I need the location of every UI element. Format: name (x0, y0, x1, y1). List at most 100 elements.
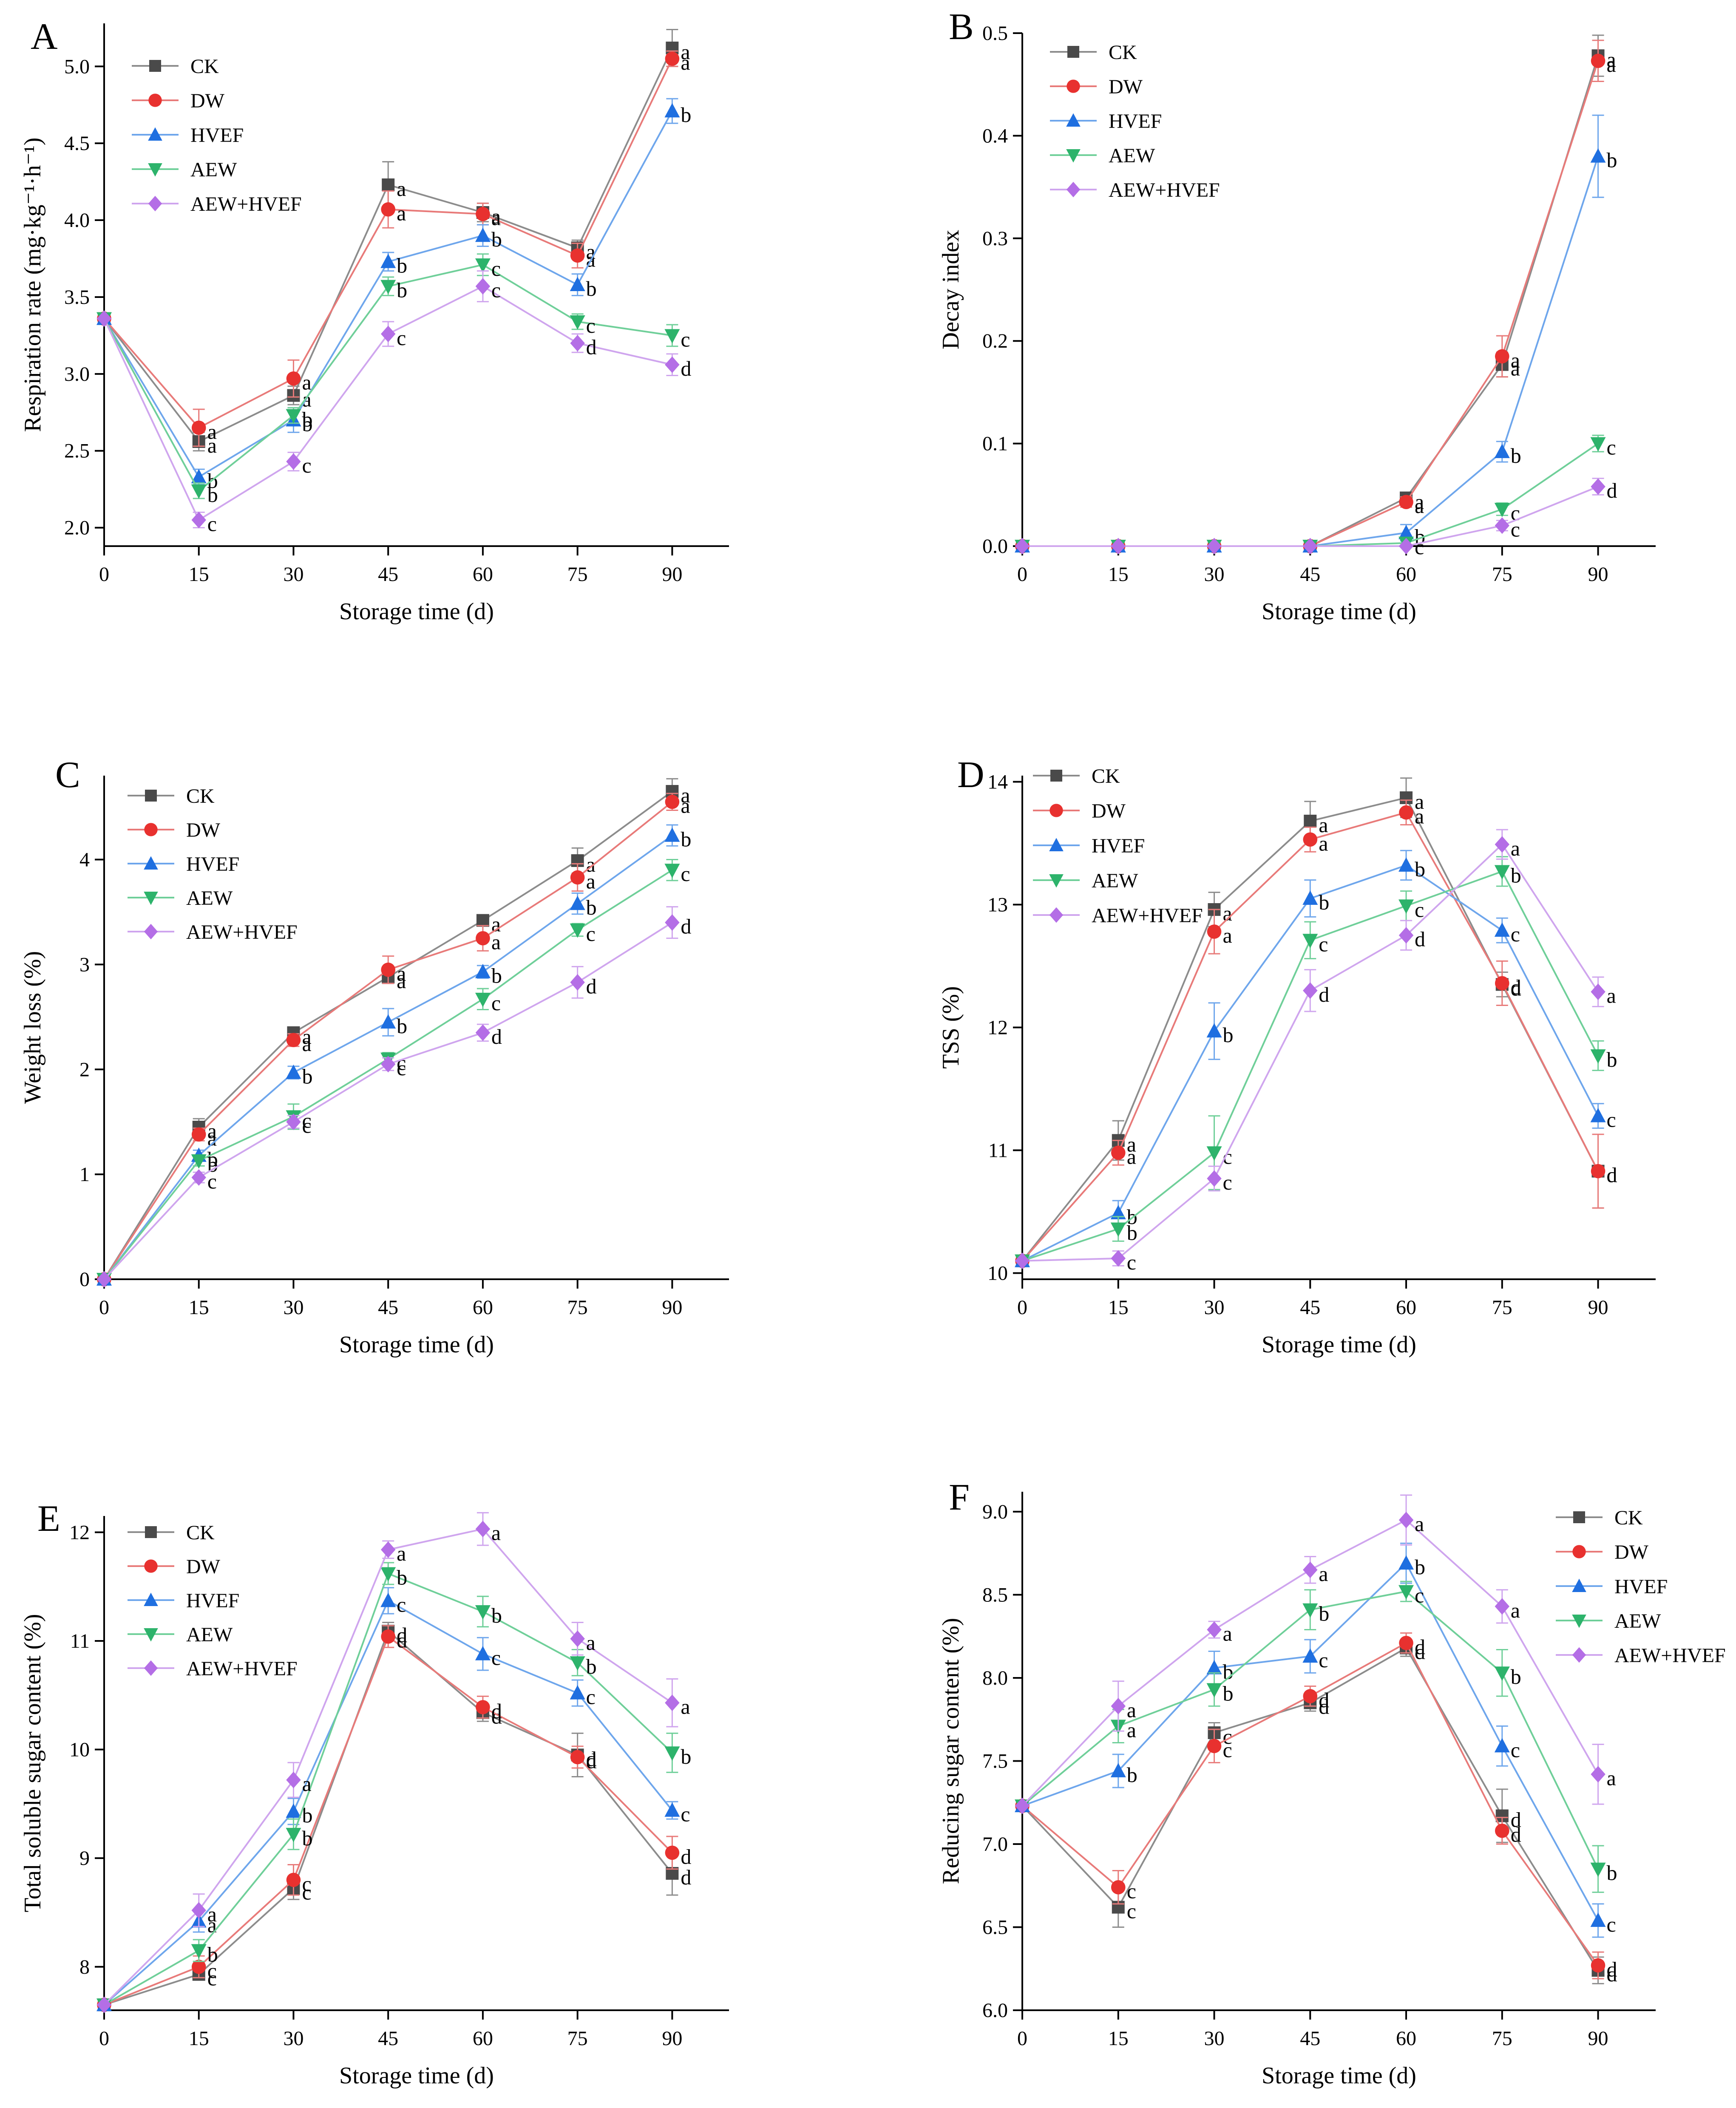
significance-letter: b (1511, 863, 1521, 887)
significance-letter: c (207, 512, 217, 536)
panel-c: C 0 15 30 45 60 75 90 0 1 2 3 4 Storage time (d) Weig… (20, 754, 729, 1358)
data-point (381, 962, 395, 977)
significance-letter: a (586, 853, 596, 876)
significance-letter: d (586, 335, 597, 359)
data-point (380, 1541, 396, 1558)
y-axis-title: Reducing sugar content (%) (938, 1618, 964, 1884)
data-point (1495, 1823, 1509, 1838)
legend-marker (1572, 1615, 1586, 1628)
x-tick-label: 30 (283, 563, 304, 586)
x-tick-label: 0 (99, 2027, 109, 2050)
panel-label-a: A (31, 16, 58, 57)
panel-b: B 0 15 30 45 60 75 90 0.0 0.1 0.2 0.3 0.4 0.5 Storage… (938, 6, 1656, 625)
legend-label: CK (1109, 41, 1137, 64)
y-tick-label: 12 (69, 1521, 90, 1544)
x-tick-label: 90 (662, 2027, 682, 2050)
data-point (286, 1873, 301, 1887)
significance-letter: b (1127, 1221, 1137, 1245)
significance-letter: d (1511, 1808, 1521, 1832)
legend-label: DW (1614, 1541, 1649, 1564)
data-point (380, 326, 396, 343)
significance-letter: b (681, 827, 691, 851)
x-tick-label: 45 (378, 1296, 398, 1319)
legend-label: AEW+HVEF (186, 921, 298, 944)
legend-item: HVEF (1556, 1575, 1668, 1598)
data-point (1590, 437, 1606, 452)
data-point (286, 1033, 301, 1047)
y-tick-label: 13 (987, 893, 1008, 916)
significance-letter: a (1127, 1718, 1136, 1742)
significance-letter: c (1511, 518, 1520, 541)
data-point (96, 1271, 112, 1288)
significance-letter: a (397, 201, 406, 225)
data-point (1399, 495, 1413, 509)
x-tick-label: 30 (1204, 2027, 1225, 2050)
significance-letter: a (1415, 805, 1424, 828)
data-point (1591, 478, 1606, 495)
significance-letter: c (491, 278, 501, 302)
data-point (191, 484, 207, 499)
data-point (476, 1700, 490, 1714)
significance-letter: b (1223, 1023, 1234, 1047)
y-tick-label: 1 (79, 1163, 90, 1186)
significance-letter: a (397, 1541, 406, 1565)
significance-letter: d (586, 1749, 597, 1773)
data-point (1591, 1164, 1606, 1179)
legend-label: DW (190, 90, 225, 112)
x-axis-title: Storage time (d) (1262, 598, 1416, 625)
y-tick-label: 11 (988, 1139, 1008, 1162)
legend-marker (1050, 804, 1063, 817)
x-tick-label: 0 (99, 563, 109, 586)
legend-label: CK (190, 55, 219, 78)
data-point (191, 1902, 206, 1919)
legend-marker (1050, 770, 1062, 782)
data-point (286, 1114, 301, 1130)
significance-letter: d (1415, 1640, 1425, 1664)
significance-letter: c (681, 862, 690, 886)
data-point (570, 923, 585, 938)
legend-item: DW (132, 90, 225, 112)
data-point (1398, 538, 1414, 555)
data-point (665, 914, 680, 931)
legend-item: AEW (132, 159, 237, 181)
x-tick-label: 30 (1204, 563, 1225, 586)
data-point (1207, 538, 1222, 555)
data-point (475, 227, 491, 242)
x-axis-title: Storage time (d) (1262, 1332, 1416, 1358)
significance-letter: a (491, 1521, 501, 1545)
data-point (1111, 1250, 1126, 1267)
significance-letter: d (681, 1865, 691, 1889)
significance-letter: b (302, 408, 312, 431)
significance-letter: b (207, 1942, 218, 1966)
y-tick-label: 10 (69, 1739, 90, 1761)
data-point (1494, 1666, 1510, 1681)
y-tick-label: 0.1 (982, 433, 1008, 455)
significance-letter: c (207, 1170, 217, 1193)
data-point (475, 258, 491, 273)
data-point (1207, 924, 1222, 939)
significance-letter: b (1511, 1665, 1521, 1689)
data-point (191, 1154, 207, 1169)
panel-d: D 0 15 30 45 60 75 90 10 11 12 13 14 Storage time (d… (938, 754, 1656, 1358)
x-tick-label: 0 (1017, 563, 1027, 586)
significance-letter: a (207, 1902, 217, 1926)
significance-letter: d (1415, 927, 1425, 951)
data-point (1494, 503, 1510, 517)
data-point (475, 1024, 491, 1041)
data-point (1398, 524, 1414, 539)
significance-letter: b (586, 1655, 597, 1678)
data-point (380, 253, 396, 268)
significance-letter: b (1127, 1205, 1137, 1229)
data-point (286, 1064, 301, 1079)
x-tick-label: 75 (567, 1296, 588, 1319)
significance-letter: a (681, 794, 690, 818)
data-point (475, 278, 491, 295)
y-axis-title: Weight loss (%) (20, 951, 46, 1104)
data-point (475, 1646, 491, 1660)
significance-letter: a (1415, 1512, 1424, 1536)
legend-label: CK (186, 1522, 215, 1544)
